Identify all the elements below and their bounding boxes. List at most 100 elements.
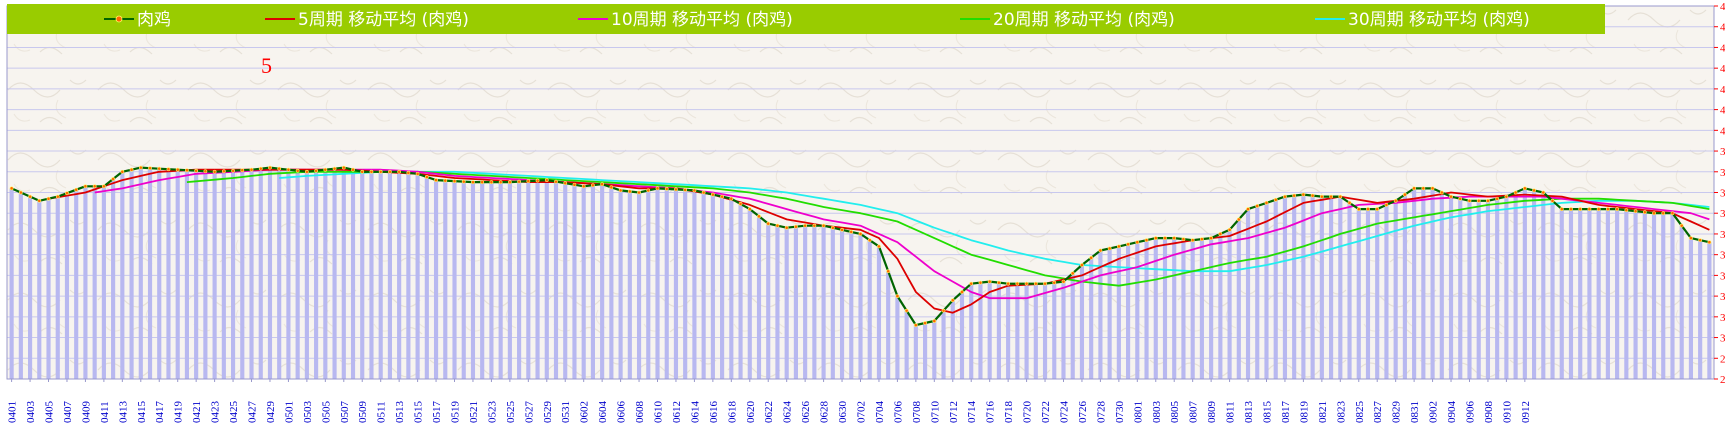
price-point [877,244,881,249]
y-axis: 2.80 2.90 3.00 3.10 3.20 3.30 3.40 3.50 3.60 3.70… [1714,1,1725,386]
price-point [1366,207,1370,211]
price-bar [581,186,586,379]
price-point [83,184,88,189]
x-tick-label: 0405 [44,401,56,424]
price-bar [766,223,771,379]
price-point [618,188,623,193]
x-tick-label: 0604 [597,401,609,424]
price-point [46,196,51,201]
price-point [1467,198,1472,203]
legend-ma30: 30周期 移动平均 (肉鸡) [1315,10,1530,30]
price-point [1246,207,1250,211]
price-bars [9,167,1712,379]
price-bar [1089,257,1094,379]
price-bar [138,167,143,379]
x-tick-label: 0511 [376,401,388,423]
price-bar [1209,238,1214,379]
price-point [249,167,254,172]
price-bar [424,176,429,379]
price-point [388,169,392,174]
legend-ma20: 20周期 移动平均 (肉鸡) [960,10,1175,30]
price-bar [1568,209,1574,379]
price-bar [1596,209,1601,379]
price-bar [553,181,559,379]
price-bar [904,310,909,379]
price-bar [1181,239,1186,379]
price-bar [1033,283,1038,379]
price-bar [1688,238,1694,379]
y-tick-label: 3.00 [1720,333,1725,345]
price-point [1615,207,1620,211]
price-bar [535,180,540,379]
x-tick-label: 0401 [7,401,19,423]
price-point [415,171,420,176]
price-point [471,180,475,185]
x-tick-label: 0815 [1261,401,1273,424]
price-bar [1587,209,1592,379]
x-tick-label: 0517 [431,401,443,424]
price-point [1689,236,1693,240]
x-tick-label: 0704 [874,401,886,424]
price-bar [480,182,485,379]
price-point [1384,203,1389,207]
price-bar [1458,198,1463,379]
price-bar [341,167,346,379]
price-point [581,184,586,189]
price-bar [563,183,568,379]
price-bar [1006,283,1011,379]
price-point [664,186,669,191]
price-bar [507,182,512,379]
price-bar [1070,273,1075,379]
price-point [480,180,485,185]
legend-label: 10周期 移动平均 (肉鸡) [611,10,793,30]
price-bar [849,231,854,379]
price-point [461,179,466,184]
y-tick-label: 3.80 [1720,167,1725,179]
price-bar [433,180,439,379]
price-point [1421,186,1426,191]
price-point [544,178,549,182]
price-point [1550,198,1555,203]
price-point [74,187,79,192]
legend-label: 肉鸡 [137,10,171,30]
price-bar [18,192,23,379]
x-tick-label: 0630 [837,401,849,424]
price-bar [387,171,392,379]
price-bar [37,200,42,379]
price-point [1172,236,1177,240]
price-point [1163,236,1167,240]
price-point [757,214,761,219]
price-point [452,179,457,184]
price-point [1319,194,1324,199]
price-point [627,189,632,194]
legend-ma5: 5周期 移动平均 (肉鸡) [265,10,469,30]
price-bar [618,190,623,379]
x-tick-label: 0906 [1464,401,1476,424]
y-tick-label: 3.90 [1720,146,1725,158]
x-tick-label: 0415 [136,401,148,424]
legend-ma10: 10周期 移动平均 (肉鸡) [578,10,793,30]
price-bar [1513,192,1518,379]
price-bar [683,189,688,379]
price-bar [793,226,798,379]
price-bar [295,170,300,379]
price-bar [1661,213,1666,379]
price-point [498,180,503,185]
price-point [572,182,577,187]
x-tick-label: 0823 [1335,401,1347,424]
y-tick-label: 3.60 [1720,208,1725,220]
x-tick-label: 0523 [486,401,498,424]
price-bar [74,189,79,379]
price-point [1642,210,1647,215]
price-bar [1273,199,1278,379]
price-bar [1531,190,1537,379]
x-tick-label: 0407 [62,401,74,424]
price-point [563,181,568,186]
legend-label: 20周期 移动平均 (肉鸡) [993,10,1175,30]
price-point [1144,238,1149,243]
price-point [55,194,60,199]
price-point [950,298,955,303]
x-tick-label: 0602 [579,401,591,423]
price-point [148,166,152,171]
